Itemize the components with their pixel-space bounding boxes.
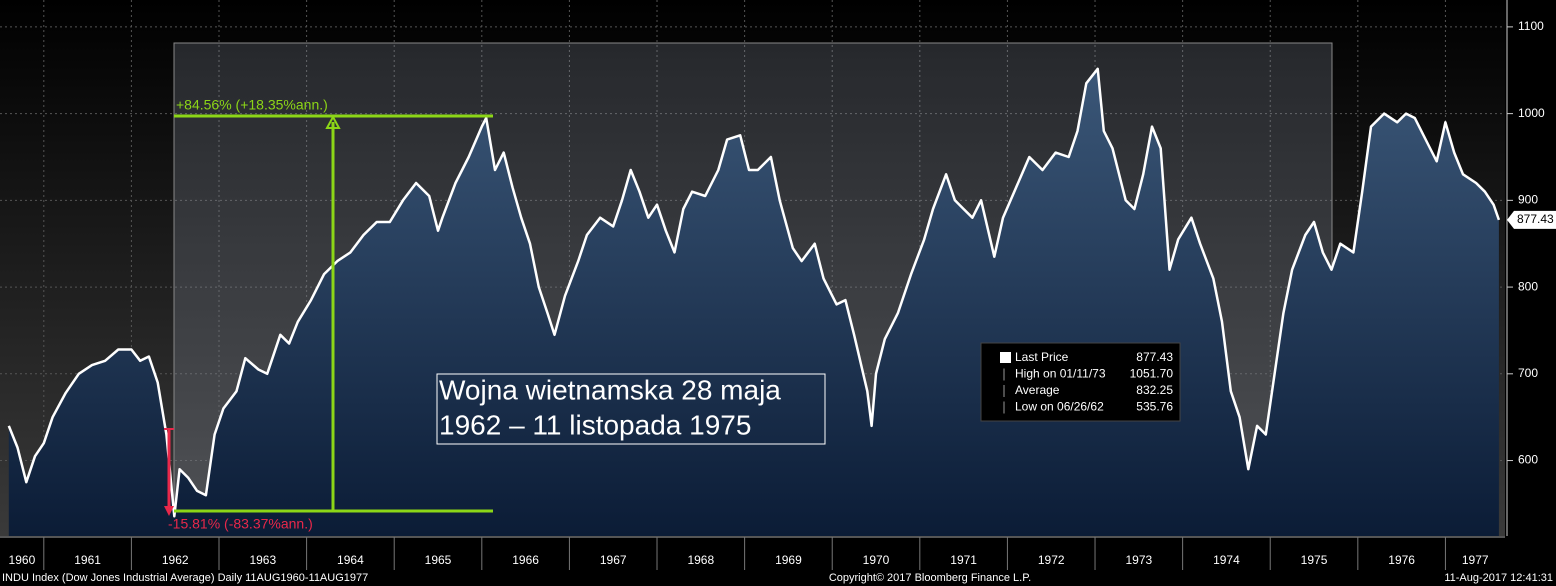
x-tick-label: 1969: [775, 553, 802, 567]
x-tick-label: 1967: [600, 553, 627, 567]
x-tick-label: 1971: [950, 553, 977, 567]
loss-label: -15.81% (-83.37%ann.): [168, 516, 313, 532]
y-tick-label: 800: [1518, 279, 1538, 293]
x-tick-label: 1968: [687, 553, 714, 567]
legend-value: 832.25: [1136, 383, 1173, 397]
legend-value: 877.43: [1136, 350, 1173, 364]
footer-right: 11-Aug-2017 12:41:31: [1444, 572, 1553, 584]
annotation-line: 1962 – 11 listopada 1975: [439, 409, 751, 440]
x-tick-label: 1974: [1213, 553, 1240, 567]
y-tick-label: 600: [1518, 453, 1538, 467]
legend-label: Low on 06/26/62: [1015, 400, 1104, 414]
y-tick-label: 700: [1518, 366, 1538, 380]
y-tick-label: 900: [1518, 193, 1538, 207]
legend-label: High on 01/11/73: [1015, 367, 1106, 381]
y-tick-label: 1000: [1518, 106, 1545, 120]
x-tick-label: 1964: [337, 553, 364, 567]
x-tick-label: 1975: [1301, 553, 1328, 567]
legend-box: [980, 342, 1181, 422]
legend-label: Last Price: [1015, 350, 1069, 364]
x-tick-label: 1970: [863, 553, 890, 567]
x-tick-label: 1972: [1038, 553, 1065, 567]
gain-label: +84.56% (+18.35%ann.): [176, 97, 328, 113]
x-tick-label: 1965: [425, 553, 452, 567]
legend-value: 1051.70: [1130, 367, 1174, 381]
x-tick-label: 1960: [9, 553, 36, 567]
x-tick-label: 1963: [249, 553, 276, 567]
x-tick-label: 1976: [1388, 553, 1415, 567]
legend-label: Average: [1015, 383, 1060, 397]
legend-value: 535.76: [1136, 400, 1173, 414]
legend-swatch: [1000, 352, 1011, 363]
y-tick-label: 1100: [1518, 19, 1544, 33]
text-box: [436, 373, 826, 445]
x-axis-band: [0, 536, 1556, 570]
x-tick-label: 1977: [1462, 553, 1489, 567]
footer-left: INDU Index (Dow Jones Industrial Average…: [2, 572, 368, 584]
arrow-head: [325, 114, 341, 129]
annotation-line: Wojna wietnamska 28 maja: [439, 374, 781, 405]
x-tick-label: 1962: [162, 553, 189, 567]
last-price-tag: [1507, 210, 1556, 229]
x-tick-label: 1961: [74, 553, 101, 567]
footer-center: Copyright© 2017 Bloomberg Finance L.P.: [829, 572, 1031, 584]
loss-head: [164, 506, 174, 516]
x-tick-label: 1966: [512, 553, 539, 567]
x-tick-label: 1973: [1125, 553, 1152, 567]
line: [7, 67, 1501, 518]
last-price-label: 877.43: [1517, 212, 1554, 226]
